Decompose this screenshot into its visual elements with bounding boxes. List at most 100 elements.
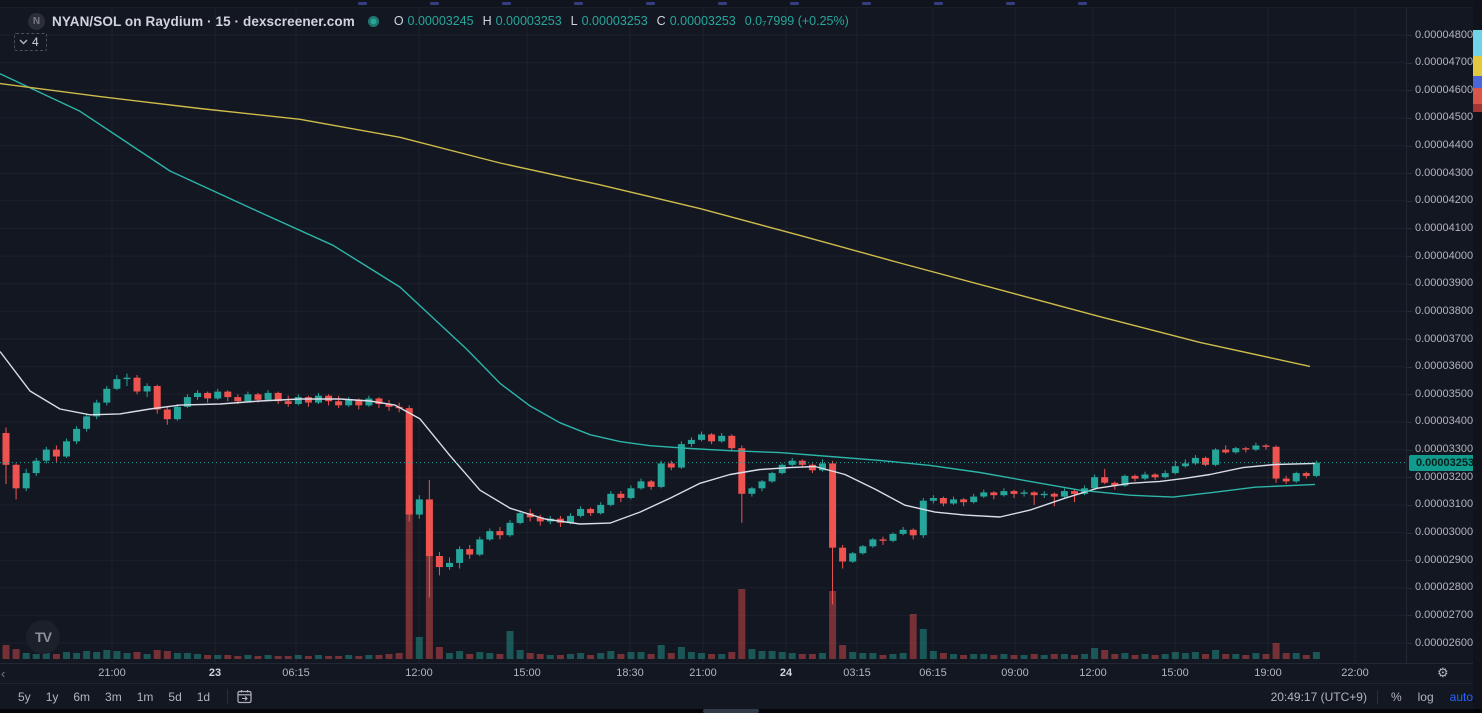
top-tick-mark xyxy=(430,2,439,5)
price-axis-tick xyxy=(1407,228,1412,230)
time-axis-label: 22:00 xyxy=(1341,667,1369,679)
close-label: C xyxy=(656,14,666,28)
clock-utc[interactable]: 20:49:17 (UTC+9) xyxy=(1270,690,1367,704)
top-tick-mark xyxy=(646,2,655,5)
current-price-badge: 0.00003253 xyxy=(1409,454,1481,471)
price-axis-tick xyxy=(1407,173,1412,175)
price-axis-tick xyxy=(1407,283,1412,285)
price-axis-label: 0.00004800 xyxy=(1415,28,1474,41)
range-button-1m[interactable]: 1m xyxy=(136,689,154,704)
time-axis-label: 15:00 xyxy=(1161,667,1189,679)
price-axis-tick xyxy=(1407,504,1412,506)
price-axis-label: 0.00002900 xyxy=(1415,553,1474,566)
time-axis-label: 06:15 xyxy=(282,667,310,679)
price-axis-tick xyxy=(1407,366,1412,368)
price-axis-tick xyxy=(1407,421,1412,423)
time-axis-label: 09:00 xyxy=(1001,667,1029,679)
time-axis-label: 24 xyxy=(779,667,793,679)
price-axis-tick xyxy=(1407,311,1412,313)
price-axis-tick xyxy=(1407,339,1412,341)
scrollbar-preview-block xyxy=(1473,88,1482,104)
change-value: 0.0₇7999 (+0.25%) xyxy=(744,14,849,28)
time-axis[interactable]: ‹ ⚙ 21:00 23 06:15 12:00 15:00 18:30 21:00 24 03… xyxy=(0,663,1482,683)
live-status-icon xyxy=(367,15,379,27)
price-axis[interactable]: 0.00003253 0.00004800 0.00004700 0.0000460… xyxy=(1406,8,1482,663)
toolbar-divider xyxy=(227,689,229,704)
volume-bars xyxy=(2,509,1320,659)
price-axis-label: 0.00004300 xyxy=(1415,166,1474,179)
status-bar: 20:49:17 (UTC+9) % log auto xyxy=(1271,684,1476,710)
scrollbar-preview-block xyxy=(1473,56,1482,76)
page-scrollbar[interactable] xyxy=(1473,0,1482,713)
top-tick-mark xyxy=(502,2,511,5)
time-axis-label: 21:00 xyxy=(98,667,126,679)
range-button-6m[interactable]: 6m xyxy=(73,689,91,704)
status-divider xyxy=(1376,690,1378,704)
tradingview-logo-icon[interactable]: TV xyxy=(26,620,60,654)
low-label: L xyxy=(570,14,578,28)
symbol-title: NYAN/SOL on Raydium · 15 · dexscreener.c… xyxy=(52,13,355,29)
range-button-5y[interactable]: 5y xyxy=(18,689,31,704)
indicator-count: 4 xyxy=(32,35,39,49)
go-to-date-button[interactable] xyxy=(236,688,253,705)
price-axis-tick xyxy=(1407,200,1412,202)
price-axis-label: 0.00004600 xyxy=(1415,83,1474,96)
auto-scale-button[interactable]: auto xyxy=(1449,690,1473,704)
low-value: 0.00003253 xyxy=(581,14,648,28)
time-axis-label: 12:00 xyxy=(1079,667,1107,679)
time-axis-label: 18:30 xyxy=(616,667,644,679)
chevron-down-icon xyxy=(19,39,28,45)
price-axis-label: 0.00004200 xyxy=(1415,194,1474,207)
time-axis-label: 19:00 xyxy=(1254,667,1282,679)
price-axis-label: 0.00003500 xyxy=(1415,387,1474,400)
ma-yellow-slow xyxy=(0,82,1311,368)
price-axis-label: 0.00004500 xyxy=(1415,111,1474,124)
open-value: 0.00003245 xyxy=(407,14,474,28)
range-button-1y[interactable]: 1y xyxy=(45,689,59,704)
grid-lines xyxy=(0,8,1406,663)
time-axis-label: 06:15 xyxy=(919,667,947,679)
candles xyxy=(2,373,1320,605)
range-button-3m[interactable]: 3m xyxy=(105,689,122,704)
time-axis-label: 15:00 xyxy=(513,667,541,679)
top-tick-mark xyxy=(1078,2,1087,5)
price-axis-label: 0.00003000 xyxy=(1415,526,1474,539)
price-axis-label: 0.00004700 xyxy=(1415,56,1474,69)
top-tick-mark xyxy=(358,2,367,5)
pane-resize-handle[interactable] xyxy=(703,709,759,713)
bottom-toolbar: 5y 1y 6m 3m 1m 5d 1d 20:49:17 (UTC+9) % log au… xyxy=(0,683,1482,709)
price-axis-label: 0.00003600 xyxy=(1415,360,1474,373)
top-tick-mark xyxy=(790,2,799,5)
price-axis-label: 0.00002600 xyxy=(1415,636,1474,649)
ohlc-values: O 0.00003245 H 0.00003253 L 0.00003253 C 0.0… xyxy=(394,14,849,28)
time-axis-label: 21:00 xyxy=(689,667,717,679)
price-axis-tick xyxy=(1407,615,1412,617)
price-axis-tick xyxy=(1407,394,1412,396)
price-axis-tick xyxy=(1407,35,1412,36)
price-axis-tick xyxy=(1407,62,1412,64)
price-axis-tick xyxy=(1407,90,1412,92)
price-axis-label: 0.00004000 xyxy=(1415,249,1474,262)
top-tick-mark xyxy=(574,2,583,5)
high-label: H xyxy=(482,14,492,28)
calendar-icon xyxy=(237,690,252,704)
price-axis-tick xyxy=(1407,145,1412,147)
price-chart-canvas[interactable] xyxy=(0,0,1406,663)
time-axis-label: 03:15 xyxy=(843,667,871,679)
open-label: O xyxy=(393,14,404,28)
price-axis-label: 0.00003300 xyxy=(1415,443,1474,456)
range-button-5d[interactable]: 5d xyxy=(168,689,182,704)
scroll-back-chevron-icon[interactable]: ‹ xyxy=(1,666,6,681)
indicators-collapse-button[interactable]: 4 xyxy=(14,33,47,51)
chart-legend[interactable]: N NYAN/SOL on Raydium · 15 · dexscreener… xyxy=(28,11,849,31)
close-value: 0.00003253 xyxy=(669,14,736,28)
price-axis-tick xyxy=(1407,477,1412,479)
log-scale-button[interactable]: log xyxy=(1417,690,1434,704)
range-button-1d[interactable]: 1d xyxy=(196,689,211,704)
percent-scale-button[interactable]: % xyxy=(1390,690,1402,704)
price-axis-label: 0.00003900 xyxy=(1415,277,1474,290)
top-tick-mark xyxy=(862,2,871,5)
axis-settings-gear-icon[interactable]: ⚙ xyxy=(1437,665,1449,680)
chart-region: N NYAN/SOL on Raydium · 15 · dexscreener… xyxy=(0,0,1406,663)
